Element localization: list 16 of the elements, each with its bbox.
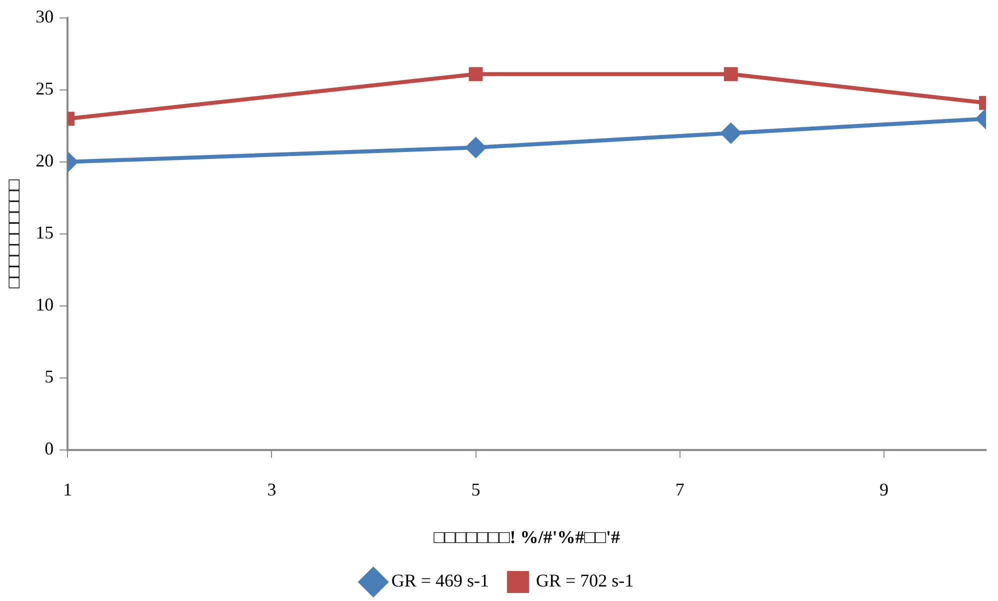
legend-label: GR = 702 s-1	[536, 570, 634, 591]
y-tick-label: 20	[36, 150, 54, 171]
x-axis-title: □□□□□□□! %/#'%#□□'#	[434, 526, 620, 547]
y-tick-label: 30	[36, 6, 54, 27]
legend-label: GR = 469 s-1	[391, 570, 489, 591]
y-tick-label: 0	[44, 438, 54, 459]
y-tick-label: 10	[36, 294, 54, 315]
x-tick-label: 5	[471, 479, 480, 500]
y-tick-label: 5	[44, 366, 54, 387]
y-axis-title: □□□□□□□□□□	[4, 179, 24, 288]
y-tick-label: 15	[36, 222, 54, 243]
x-tick-label: 9	[879, 479, 888, 500]
y-tick-label: 25	[36, 78, 54, 99]
x-tick-label: 1	[63, 479, 72, 500]
x-tick-label: 7	[675, 479, 684, 500]
x-tick-label: 3	[267, 479, 276, 500]
